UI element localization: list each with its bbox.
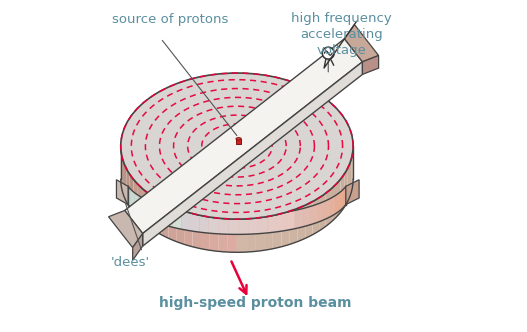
Polygon shape	[149, 194, 155, 231]
Polygon shape	[238, 216, 248, 234]
Ellipse shape	[121, 73, 353, 219]
Polygon shape	[131, 190, 135, 211]
Polygon shape	[192, 213, 201, 249]
Polygon shape	[298, 205, 305, 242]
Polygon shape	[158, 205, 165, 225]
Polygon shape	[210, 217, 219, 251]
Polygon shape	[258, 214, 268, 234]
Polygon shape	[122, 157, 124, 196]
Polygon shape	[340, 189, 344, 210]
Polygon shape	[331, 184, 336, 222]
Polygon shape	[218, 215, 228, 234]
Polygon shape	[125, 39, 363, 233]
Polygon shape	[161, 202, 169, 238]
Text: source of protons: source of protons	[112, 13, 229, 26]
Polygon shape	[199, 214, 209, 233]
Polygon shape	[126, 169, 130, 207]
Polygon shape	[350, 157, 352, 196]
Polygon shape	[228, 219, 237, 252]
Polygon shape	[151, 202, 158, 223]
Polygon shape	[201, 215, 210, 250]
Polygon shape	[344, 186, 346, 207]
Polygon shape	[109, 210, 143, 248]
Text: high frequency
accelerating
voltage: high frequency accelerating voltage	[291, 12, 392, 57]
Polygon shape	[143, 189, 149, 227]
Polygon shape	[133, 179, 138, 217]
Polygon shape	[145, 199, 151, 220]
Polygon shape	[336, 179, 340, 217]
Polygon shape	[135, 193, 140, 214]
Polygon shape	[184, 211, 192, 247]
Polygon shape	[286, 210, 295, 230]
Polygon shape	[219, 218, 228, 252]
Polygon shape	[236, 139, 241, 144]
Circle shape	[323, 47, 334, 59]
Polygon shape	[228, 216, 238, 234]
Polygon shape	[209, 215, 218, 234]
Polygon shape	[128, 186, 131, 208]
Polygon shape	[345, 25, 378, 62]
Polygon shape	[176, 208, 184, 244]
Text: high-speed proton beam: high-speed proton beam	[159, 296, 352, 310]
Polygon shape	[248, 215, 258, 234]
Polygon shape	[363, 55, 378, 74]
Polygon shape	[140, 196, 145, 217]
Polygon shape	[313, 198, 319, 235]
Ellipse shape	[236, 137, 241, 140]
Polygon shape	[311, 204, 318, 224]
Polygon shape	[255, 217, 264, 251]
Polygon shape	[325, 189, 331, 227]
Polygon shape	[352, 152, 353, 191]
Polygon shape	[303, 206, 311, 227]
Polygon shape	[277, 212, 286, 232]
Polygon shape	[130, 174, 133, 212]
Polygon shape	[281, 211, 290, 247]
Polygon shape	[155, 198, 161, 235]
Polygon shape	[173, 209, 181, 229]
Polygon shape	[347, 163, 350, 202]
Polygon shape	[318, 201, 325, 222]
Polygon shape	[346, 180, 359, 205]
Polygon shape	[237, 219, 246, 252]
Polygon shape	[273, 213, 281, 249]
Polygon shape	[138, 184, 143, 222]
Polygon shape	[169, 205, 176, 242]
Polygon shape	[124, 163, 126, 202]
Polygon shape	[305, 202, 313, 238]
Polygon shape	[268, 213, 277, 233]
Polygon shape	[325, 199, 330, 219]
Polygon shape	[340, 174, 344, 212]
Polygon shape	[190, 212, 199, 232]
Polygon shape	[330, 195, 336, 217]
Polygon shape	[133, 233, 143, 260]
Polygon shape	[246, 218, 255, 252]
Polygon shape	[290, 208, 298, 244]
Polygon shape	[181, 211, 190, 231]
Text: 'dees': 'dees'	[111, 256, 150, 269]
Polygon shape	[165, 207, 173, 227]
Polygon shape	[116, 180, 128, 205]
Polygon shape	[295, 208, 303, 229]
Polygon shape	[319, 194, 325, 231]
Polygon shape	[264, 215, 273, 250]
Polygon shape	[344, 169, 347, 207]
Polygon shape	[143, 62, 363, 246]
Polygon shape	[336, 192, 340, 213]
Polygon shape	[121, 152, 122, 191]
